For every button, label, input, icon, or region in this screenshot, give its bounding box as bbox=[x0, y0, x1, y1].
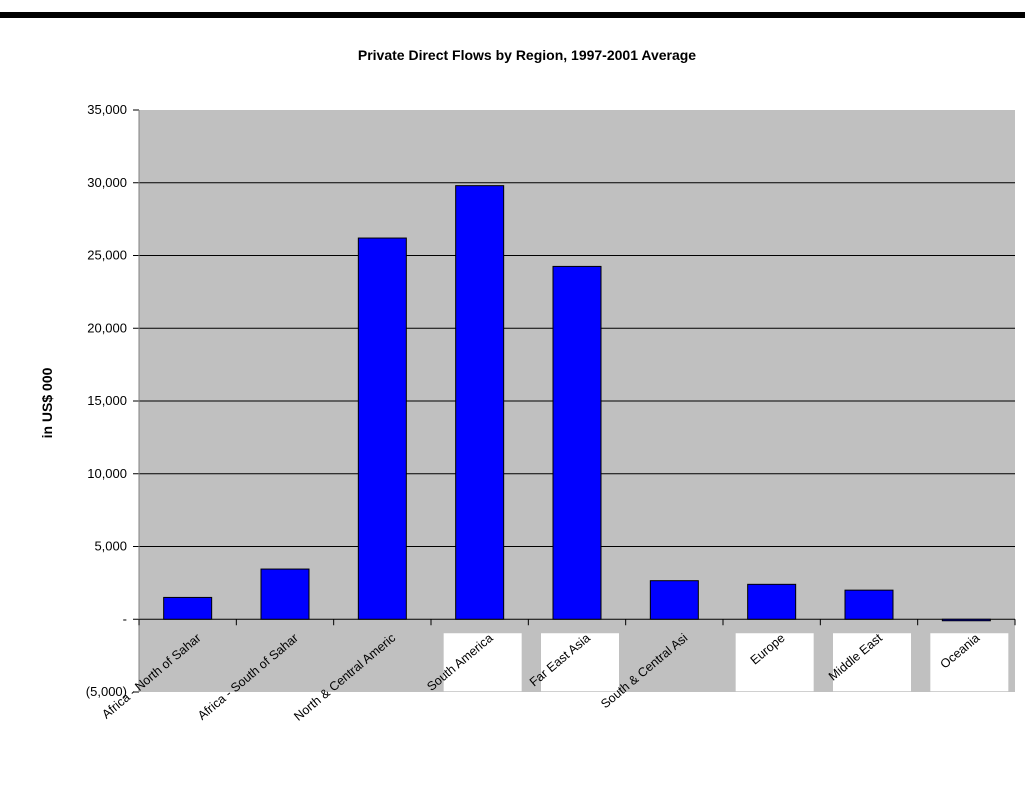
bar bbox=[455, 185, 505, 620]
category-label-background bbox=[930, 633, 1009, 692]
category-label-background bbox=[735, 633, 814, 692]
bar bbox=[163, 596, 213, 620]
category-label-background bbox=[541, 633, 619, 692]
bar bbox=[357, 237, 407, 620]
bar bbox=[552, 265, 602, 620]
y-tick-label: 5,000 bbox=[94, 539, 127, 554]
plot-area: (5,000) - 5,000 10,000 15,000 20,000 25,000 30,… bbox=[86, 102, 1016, 724]
bar bbox=[844, 589, 894, 620]
y-tick-label: 30,000 bbox=[87, 175, 127, 190]
bar bbox=[649, 580, 699, 620]
y-tick-label: 20,000 bbox=[87, 320, 127, 335]
y-tick-label: 10,000 bbox=[87, 466, 127, 481]
bar bbox=[260, 568, 310, 620]
chart-title: Private Direct Flows by Region, 1997-200… bbox=[358, 47, 696, 63]
category-label-background bbox=[443, 633, 522, 692]
top-rule bbox=[0, 12, 1025, 18]
y-tick-label: (5,000) bbox=[86, 684, 127, 699]
y-tick-label: 15,000 bbox=[87, 393, 127, 408]
y-tick-label: 35,000 bbox=[87, 102, 127, 117]
y-tick-label: - bbox=[123, 611, 127, 626]
bar bbox=[941, 618, 991, 622]
y-tick-label: 25,000 bbox=[87, 248, 127, 263]
category-label-background bbox=[833, 633, 911, 692]
bar bbox=[747, 583, 797, 620]
y-axis-label: in US$ 000 bbox=[39, 367, 55, 438]
